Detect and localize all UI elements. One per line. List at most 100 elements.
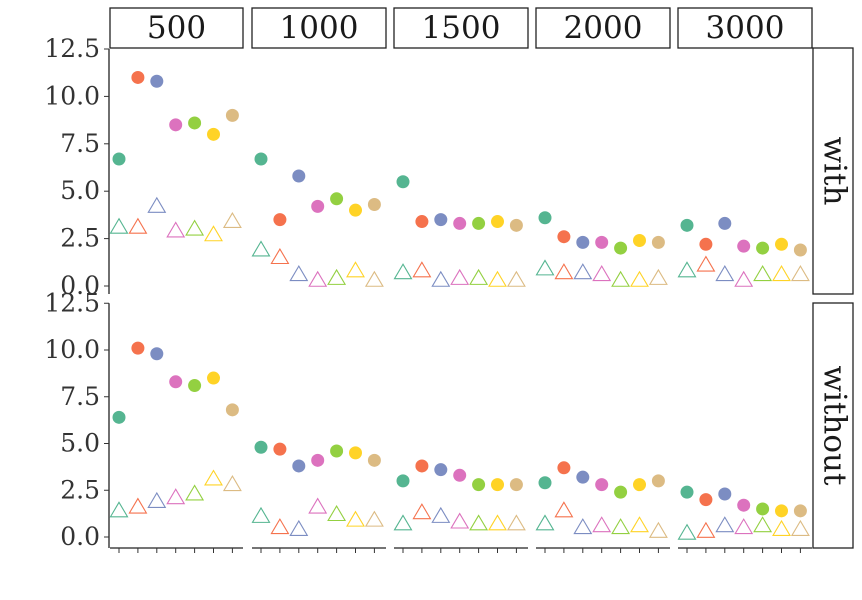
strip-label-with: with xyxy=(817,137,853,206)
triangle-point xyxy=(270,247,290,265)
triangle-point xyxy=(715,265,735,282)
triangle-point xyxy=(611,270,631,287)
triangle-point xyxy=(289,519,309,537)
triangle-point xyxy=(648,268,668,285)
strip-label-without: without xyxy=(817,366,853,487)
circle-point xyxy=(472,216,486,230)
y-tick-label-without: 0.0 xyxy=(60,522,100,551)
circle-point xyxy=(453,468,467,482)
triangle-point xyxy=(222,211,242,229)
triangle-point xyxy=(109,217,129,234)
triangle-point xyxy=(128,497,148,514)
circle-point xyxy=(273,442,287,456)
triangle-point xyxy=(289,265,309,282)
triangle-point xyxy=(696,521,716,538)
circle-point xyxy=(330,192,344,206)
circle-point xyxy=(349,203,362,217)
triangle-point xyxy=(251,240,271,257)
y-tick-label-with: 7.5 xyxy=(60,129,100,158)
triangle-point xyxy=(535,259,555,276)
triangle-point xyxy=(204,469,223,486)
circle-point xyxy=(651,474,665,488)
triangle-point xyxy=(772,519,791,537)
triangle-point xyxy=(790,519,810,537)
circle-point xyxy=(112,410,126,424)
triangle-point xyxy=(753,516,773,533)
triangle-point xyxy=(412,503,432,520)
circle-point xyxy=(680,218,694,232)
triangle-point xyxy=(753,265,773,282)
y-tick-label-without: 10.0 xyxy=(44,335,100,364)
triangle-point xyxy=(185,219,205,236)
strip-label-2000: 2000 xyxy=(564,10,643,46)
triangle-point xyxy=(506,514,526,531)
circle-point xyxy=(207,127,220,141)
circle-point xyxy=(775,237,788,251)
triangle-point xyxy=(535,514,555,531)
triangle-point xyxy=(431,506,451,523)
circle-point xyxy=(349,446,362,460)
triangle-point xyxy=(469,514,489,531)
triangle-point xyxy=(393,514,413,531)
triangle-point xyxy=(412,261,432,278)
circle-point xyxy=(538,211,552,225)
circle-point xyxy=(775,504,788,518)
circle-point xyxy=(311,199,325,213)
circle-point xyxy=(434,463,448,477)
triangle-point xyxy=(554,263,574,280)
circle-point xyxy=(169,375,183,389)
triangle-point xyxy=(677,261,697,278)
triangle-point xyxy=(592,516,612,533)
circle-point xyxy=(453,216,467,230)
triangle-point xyxy=(573,263,593,280)
triangle-point xyxy=(308,270,328,287)
strip-label-1000: 1000 xyxy=(280,10,359,46)
strip-label-500: 500 xyxy=(147,10,206,46)
circle-point xyxy=(131,70,145,84)
triangle-point xyxy=(677,523,697,540)
circle-point xyxy=(396,474,410,488)
triangle-point xyxy=(734,270,754,287)
y-tick-label-with: 0.0 xyxy=(60,271,100,300)
triangle-point xyxy=(573,518,593,535)
circle-point xyxy=(614,241,628,255)
y-tick-label-without: 5.0 xyxy=(60,429,100,458)
triangle-point xyxy=(715,516,735,533)
circle-point xyxy=(396,175,410,189)
circle-point xyxy=(756,241,770,255)
circle-point xyxy=(225,403,239,417)
triangle-point xyxy=(790,265,810,282)
y-tick-label-with: 10.0 xyxy=(44,81,100,110)
y-tick-label-with: 12.5 xyxy=(44,34,100,63)
triangle-point xyxy=(450,268,470,285)
strip-box-without xyxy=(812,302,854,549)
circle-point xyxy=(254,152,268,166)
circle-point xyxy=(756,502,770,516)
circle-point xyxy=(614,485,628,499)
triangle-point xyxy=(185,484,205,501)
strip-box-500 xyxy=(109,7,244,49)
triangle-point xyxy=(364,270,384,287)
circle-point xyxy=(112,152,126,166)
circle-point xyxy=(633,233,646,247)
triangle-point xyxy=(147,196,167,213)
triangle-point xyxy=(469,268,489,285)
triangle-point xyxy=(506,270,526,287)
circle-point xyxy=(131,341,145,355)
triangle-point xyxy=(346,510,365,527)
triangle-point xyxy=(648,521,668,538)
circle-point xyxy=(207,371,220,385)
strip-box-2000 xyxy=(535,7,671,49)
triangle-point xyxy=(450,512,470,529)
circle-point xyxy=(150,347,164,361)
circle-point xyxy=(699,237,713,251)
triangle-point xyxy=(128,217,148,234)
triangle-point xyxy=(327,504,347,522)
strip-box-1000 xyxy=(251,7,387,49)
circle-point xyxy=(538,476,552,490)
strip-box-with xyxy=(812,47,854,295)
circle-point xyxy=(595,235,609,249)
y-tick-label-without: 2.5 xyxy=(60,475,100,504)
circle-point xyxy=(188,379,202,393)
